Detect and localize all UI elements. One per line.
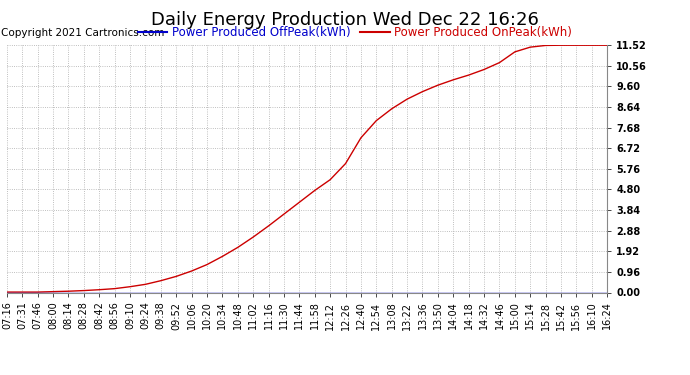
- Legend: Power Produced OffPeak(kWh), Power Produced OnPeak(kWh): Power Produced OffPeak(kWh), Power Produ…: [133, 21, 577, 44]
- Text: Copyright 2021 Cartronics.com: Copyright 2021 Cartronics.com: [1, 28, 164, 38]
- Text: Daily Energy Production Wed Dec 22 16:26: Daily Energy Production Wed Dec 22 16:26: [151, 11, 539, 29]
